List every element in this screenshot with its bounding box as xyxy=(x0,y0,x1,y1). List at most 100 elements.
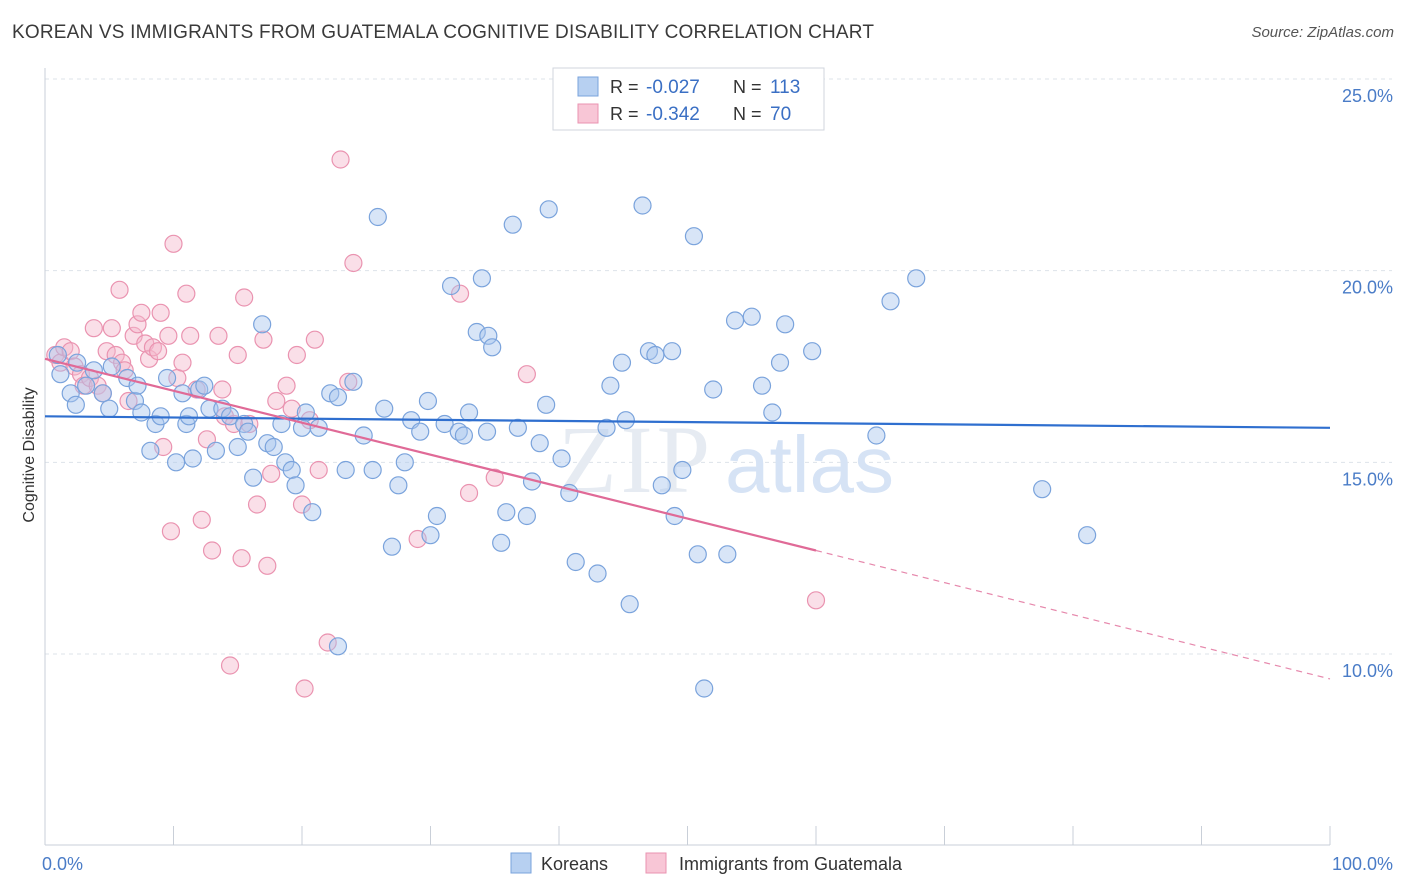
guatemala-point xyxy=(295,679,314,698)
korean-point xyxy=(375,399,394,418)
korean-point xyxy=(530,434,549,453)
korean-point xyxy=(93,384,112,403)
korean-point xyxy=(220,407,240,426)
guatemala-point xyxy=(277,376,296,395)
korean-point xyxy=(673,460,692,480)
guatemala-point xyxy=(247,495,267,514)
korean-point xyxy=(441,276,461,296)
chart-title: KOREAN VS IMMIGRANTS FROM GUATEMALA COGN… xyxy=(12,22,875,43)
korean-point xyxy=(206,441,226,460)
korean-point xyxy=(459,403,479,422)
guatemala-point xyxy=(232,549,251,568)
guatemala-point xyxy=(331,150,350,169)
korean-point xyxy=(132,403,151,422)
guatemala-point xyxy=(287,345,306,365)
guatemala-point xyxy=(119,391,138,411)
korean-point xyxy=(253,315,272,334)
korean-point xyxy=(51,365,70,384)
watermark-atlas: atlas xyxy=(725,420,894,509)
guatemala-point xyxy=(228,345,247,365)
korean-point xyxy=(688,545,707,564)
guatemala-point xyxy=(192,510,211,529)
korean-point xyxy=(125,391,145,411)
guatemala-point xyxy=(110,280,129,299)
guatemala-point xyxy=(258,556,277,575)
y-axis-title: Cognitive Disability xyxy=(21,387,38,522)
guatemala-point xyxy=(254,330,273,349)
korean-point xyxy=(718,545,737,564)
korean-point xyxy=(395,453,414,472)
korean-point xyxy=(427,506,447,526)
korean-point xyxy=(328,637,348,656)
stats-r-value-2: -0.342 xyxy=(646,104,700,125)
guatemala-point xyxy=(177,284,196,303)
korean-point xyxy=(296,403,315,422)
korean-point xyxy=(652,476,671,495)
koreans-trend-line xyxy=(44,415,1331,429)
stats-r-label-2: R = xyxy=(610,104,639,124)
korean-point xyxy=(662,342,682,361)
korean-point xyxy=(244,468,263,487)
guatemala-point xyxy=(344,253,363,273)
korean-point xyxy=(616,411,635,430)
guatemala-point xyxy=(159,326,178,345)
korean-point xyxy=(566,552,585,572)
korean-point xyxy=(620,595,639,614)
guatemala-point xyxy=(485,468,504,487)
stats-r-value-1: -0.027 xyxy=(646,77,700,98)
korean-point xyxy=(776,315,795,334)
trend-lines xyxy=(44,357,1331,680)
y-tick-label-10: 10.0% xyxy=(1342,661,1393,681)
y-tick-label-20: 20.0% xyxy=(1342,278,1393,298)
korean-point xyxy=(382,537,402,556)
guatemala-point xyxy=(235,288,254,307)
guatemala-point xyxy=(459,483,479,503)
korean-point xyxy=(195,376,214,395)
korean-point xyxy=(479,326,498,345)
guatemala-point xyxy=(309,460,328,480)
stats-n-value-1: 113 xyxy=(770,77,800,98)
stats-n-label-2: N = xyxy=(733,104,762,124)
stats-n-value-2: 70 xyxy=(770,104,791,125)
y-tick-label-15: 15.0% xyxy=(1342,469,1393,489)
legend-swatch-koreans xyxy=(510,852,532,874)
korean-point xyxy=(411,422,430,441)
korean-point xyxy=(418,391,438,411)
korean-point xyxy=(704,380,723,399)
guatemala-point xyxy=(318,633,337,652)
korean-point xyxy=(752,376,772,395)
guatemala-trend-extension xyxy=(815,549,1331,680)
korean-point xyxy=(344,372,363,391)
x-tick-label-0: 0.0% xyxy=(42,854,83,874)
korean-point xyxy=(183,449,202,468)
guatemala-point xyxy=(213,380,232,399)
guatemala-point xyxy=(84,319,103,338)
korean-point xyxy=(368,207,387,227)
guatemala-point xyxy=(164,234,183,253)
korean-point xyxy=(539,200,558,219)
korean-point xyxy=(421,526,440,545)
korean-point xyxy=(646,345,665,365)
guatemala-point xyxy=(173,353,192,372)
x-tick-label-100: 100.0% xyxy=(1332,854,1393,874)
stats-r-label-1: R = xyxy=(610,77,639,97)
korean-point xyxy=(492,533,511,552)
guatemala-point xyxy=(128,315,147,334)
korean-point xyxy=(763,403,782,422)
korean-point xyxy=(166,453,186,472)
guatemala-point xyxy=(161,522,181,541)
guatemala-point xyxy=(240,414,259,434)
guatemala-point xyxy=(339,372,358,391)
guatemala-point xyxy=(202,541,222,560)
korean-point xyxy=(633,196,652,215)
korean-point xyxy=(61,384,80,403)
guatemala-point xyxy=(181,326,200,345)
korean-point xyxy=(483,338,502,357)
guatemala-point xyxy=(806,591,826,610)
korean-point xyxy=(100,399,119,418)
korean-point xyxy=(264,437,283,457)
guatemala-point xyxy=(148,342,168,361)
korean-point xyxy=(552,449,571,468)
legend-label-koreans: Koreans xyxy=(541,854,608,874)
